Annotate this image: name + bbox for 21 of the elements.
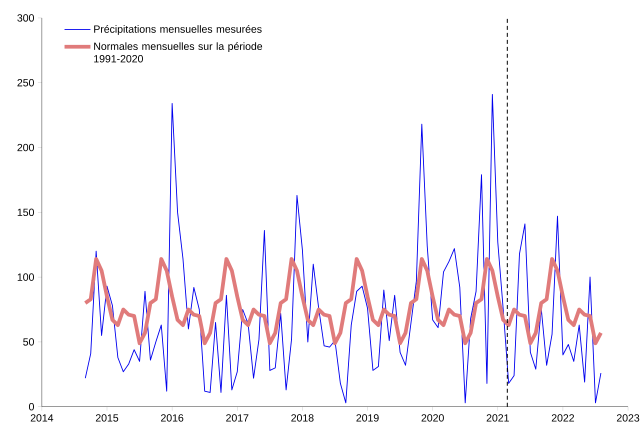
- x-tick-label: 2014: [30, 414, 54, 422]
- y-tick-label: 300: [17, 14, 34, 22]
- y-tick-label: 250: [17, 79, 34, 86]
- x-tick-label: 2020: [422, 414, 444, 422]
- y-tick-label: 150: [18, 208, 34, 216]
- y-tick-label: 0: [28, 403, 34, 410]
- y-tick-label: 200: [17, 144, 34, 152]
- y-tick-label: 100: [18, 273, 34, 281]
- x-tick-label: 2023: [616, 414, 640, 422]
- legend-label: Normales mensuelles sur la période 1991-2020: [94, 42, 262, 62]
- x-tick-label: 2021: [486, 414, 509, 422]
- x-tick-label: 2016: [161, 414, 184, 422]
- x-tick-label: 2017: [226, 414, 248, 422]
- line-series: [84, 94, 602, 404]
- legend-label: Précipitations mensuelles mesurées: [94, 25, 262, 35]
- y-tick-label: 50: [23, 338, 34, 346]
- x-tick-label: 2022: [552, 414, 574, 422]
- x-tick-label: 2018: [291, 414, 314, 422]
- x-tick-label: 2019: [356, 414, 379, 422]
- x-tick-label: 2015: [96, 414, 118, 422]
- line-series: [83, 257, 603, 346]
